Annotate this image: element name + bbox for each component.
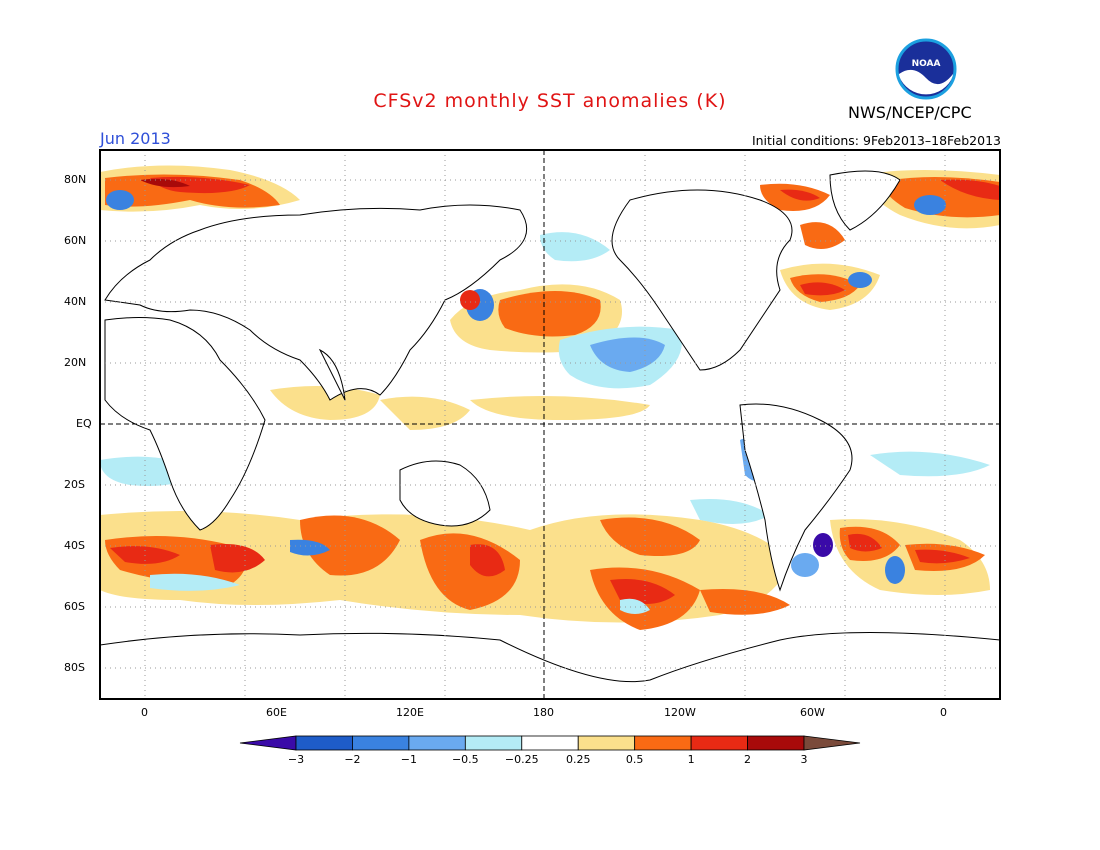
lat-tick: 20S [64,478,85,491]
lon-tick: 120E [396,706,424,719]
noaa-logo-text: NOAA [912,59,941,69]
grid-lines [100,150,1000,699]
colorbar-right-arrow [803,735,861,751]
colorbar-label: −1 [401,753,417,766]
lon-tick: 180 [533,706,554,719]
lon-tick: 120W [664,706,696,719]
lat-tick: EQ [76,417,92,430]
colorbar-swatch [521,735,579,751]
colorbar-swatch [634,735,692,751]
initial-conditions: Initial conditions: 9Feb2013–18Feb2013 [751,133,1001,148]
map-frame [99,149,1001,700]
noaa-logo: NOAA [895,38,957,100]
lat-tick: 80N [64,173,87,186]
colorbar-label: 3 [801,753,808,766]
lon-tick: 60E [266,706,287,719]
colorbar-label: 0.5 [626,753,644,766]
lat-tick: 60S [64,600,85,613]
colorbar-swatch [408,735,466,751]
colorbar-swatch [577,735,636,751]
lat-tick: 60N [64,234,87,247]
colorbar-swatch [690,735,748,751]
colorbar-label: −3 [288,753,304,766]
colorbar-left-arrow [239,735,297,751]
chart-title: CFSv2 monthly SST anomalies (K) [373,90,727,112]
lat-tick: 40N [64,295,87,308]
org-label: NWS/NCEP/CPC [848,103,972,122]
lon-tick: 0 [141,706,148,719]
colorbar-swatch [747,735,805,751]
colorbar-label: −0.5 [452,753,479,766]
colorbar-label: 0.25 [566,753,591,766]
colorbar-swatch [295,735,353,751]
colorbar-label: −0.25 [505,753,539,766]
lon-tick: 0 [940,706,947,719]
colorbar-label: 2 [744,753,751,766]
lon-tick: 60W [800,706,825,719]
forecast-month: Jun 2013 [100,129,171,148]
colorbar-swatch [464,735,523,751]
lat-tick: 80S [64,661,85,674]
anomaly-layer [100,165,1000,630]
lat-tick: 40S [64,539,85,552]
colorbar-label: 1 [688,753,695,766]
colorbar-label: −2 [344,753,360,766]
lat-tick: 20N [64,356,87,369]
colorbar-swatch [352,735,410,751]
